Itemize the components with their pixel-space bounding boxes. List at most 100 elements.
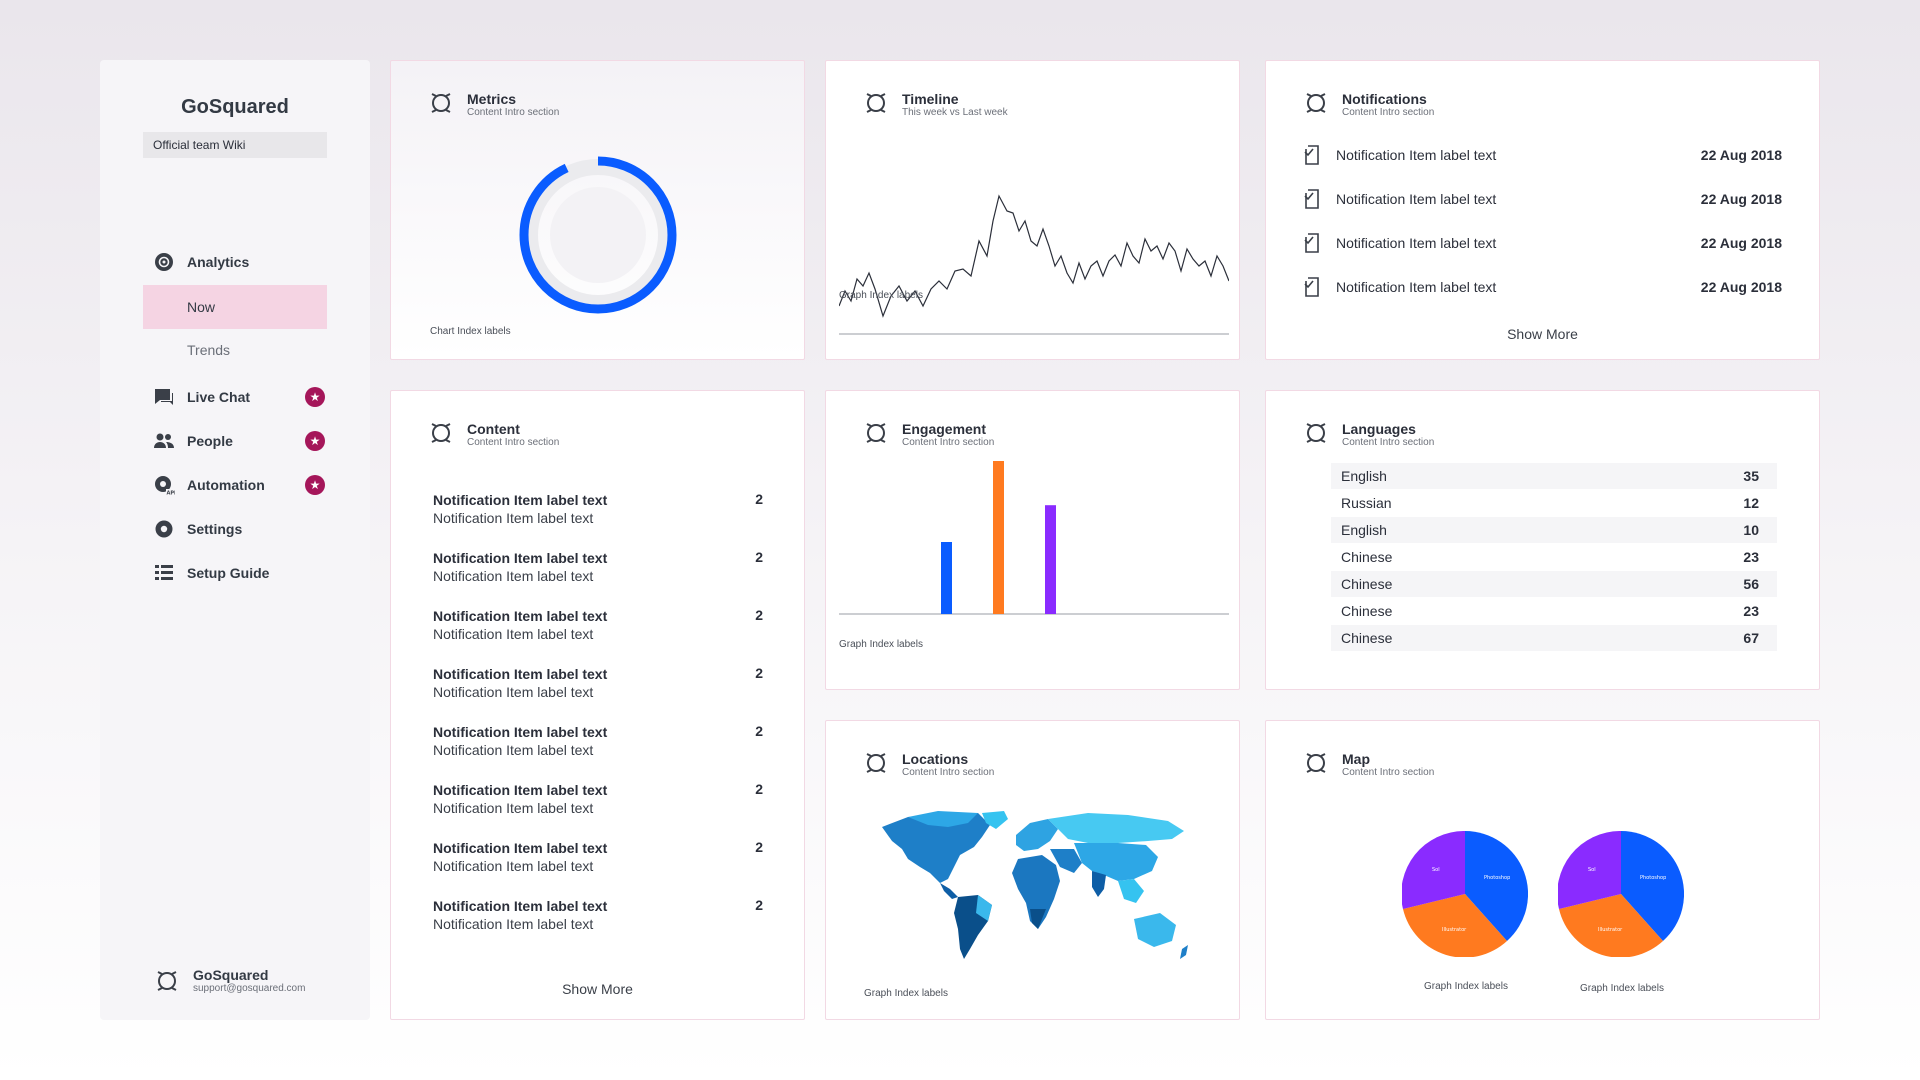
content-item-title: Notification Item label text — [433, 550, 608, 566]
card-subtitle: This week vs Last week — [902, 107, 1008, 118]
pie-slice-photoshop — [1465, 831, 1528, 941]
language-name: English — [1341, 522, 1387, 538]
notification-item[interactable]: Notification Item label text 22 Aug 2018 — [1302, 231, 1782, 255]
card-title: Content — [467, 421, 520, 437]
document-check-icon — [1304, 233, 1319, 253]
engagement-bar-3 — [1045, 505, 1056, 614]
content-item[interactable]: Notification Item label text Notification… — [433, 781, 763, 817]
content-item-count: 2 — [755, 665, 763, 681]
pie-label: Sol — [1432, 867, 1440, 873]
gosquared-logo-icon — [1306, 93, 1326, 113]
map-canada-north — [908, 811, 978, 827]
content-item-subtitle: Notification Item label text — [433, 916, 594, 932]
map-africa-south — [1030, 909, 1046, 929]
content-item[interactable]: Notification Item label text Notification… — [433, 491, 763, 527]
card-subtitle: Content Intro section — [467, 437, 560, 448]
sub-nav-now[interactable]: Now — [143, 285, 327, 329]
document-check-icon — [1304, 277, 1319, 297]
engagement-bar-2 — [993, 461, 1004, 614]
language-value: 67 — [1743, 630, 1759, 646]
content-item-title: Notification Item label text — [433, 840, 608, 856]
card-subtitle: Content Intro section — [902, 437, 995, 448]
nav-automation[interactable]: API Automation ★ — [143, 473, 327, 497]
card-subtitle: Content Intro section — [1342, 437, 1435, 448]
language-row[interactable]: Chinese 56 — [1331, 571, 1777, 597]
content-item-count: 2 — [755, 607, 763, 623]
nav-analytics[interactable]: Analytics — [143, 250, 327, 274]
map-australia — [1134, 913, 1176, 947]
content-item-count: 2 — [755, 491, 763, 507]
card-title: Timeline — [902, 91, 959, 107]
language-name: Chinese — [1341, 576, 1393, 592]
nav-people[interactable]: People ★ — [143, 429, 327, 453]
donut-center — [550, 187, 646, 283]
language-row[interactable]: Chinese 23 — [1331, 598, 1777, 624]
map-central-america — [940, 883, 958, 899]
language-row[interactable]: Chinese 67 — [1331, 625, 1777, 651]
card-title: Map — [1342, 751, 1370, 767]
pie-label: Photoshop — [1640, 875, 1666, 881]
pie-slice-illustrator — [1403, 894, 1507, 957]
nav-label: Setup Guide — [187, 565, 270, 581]
card-title: Engagement — [902, 421, 987, 437]
language-name: Chinese — [1341, 549, 1393, 565]
language-name: Chinese — [1341, 630, 1393, 646]
content-item[interactable]: Notification Item label text Notification… — [433, 723, 763, 759]
notification-item[interactable]: Notification Item label text 22 Aug 2018 — [1302, 187, 1782, 211]
footer-email[interactable]: support@gosquared.com — [193, 983, 306, 994]
notification-label: Notification Item label text — [1336, 235, 1497, 251]
sub-nav-trends[interactable]: Trends — [187, 342, 231, 358]
nav-label: Automation — [187, 477, 265, 493]
content-item[interactable]: Notification Item label text Notification… — [433, 897, 763, 933]
pie-label: Illustrator — [1442, 927, 1467, 933]
language-row[interactable]: Russian 12 — [1331, 490, 1777, 516]
language-row[interactable]: English 35 — [1331, 463, 1777, 489]
analytics-gear-icon — [153, 251, 175, 273]
map-middle-east — [1050, 849, 1082, 873]
document-check-icon — [1304, 189, 1319, 209]
content-item-count: 2 — [755, 897, 763, 913]
notification-date: 22 Aug 2018 — [1700, 235, 1782, 251]
nav-setup-guide[interactable]: Setup Guide — [143, 561, 327, 585]
notification-item[interactable]: Notification Item label text 22 Aug 2018 — [1302, 143, 1782, 167]
nav-label: People — [187, 433, 233, 449]
content-item-subtitle: Notification Item label text — [433, 510, 594, 526]
donut-arc — [519, 156, 677, 314]
content-item-title: Notification Item label text — [433, 492, 608, 508]
pie-chart-2: Photoshop Illustrator Sol — [1558, 831, 1684, 957]
content-item[interactable]: Notification Item label text Notification… — [433, 549, 763, 585]
nav-settings[interactable]: Settings — [143, 517, 327, 541]
pie-label: Sol — [1588, 867, 1596, 873]
notifications-card: Notifications Content Intro section Notif… — [1265, 60, 1820, 360]
notifications-show-more-button[interactable]: Show More — [1507, 326, 1578, 342]
pie-label: Illustrator — [1598, 927, 1623, 933]
wiki-link[interactable]: Official team Wiki — [143, 132, 327, 158]
content-item[interactable]: Notification Item label text Notification… — [433, 607, 763, 643]
content-show-more-button[interactable]: Show More — [562, 981, 633, 997]
graph-index-label: Graph Index labels — [839, 639, 923, 650]
map-russia — [1048, 813, 1184, 843]
map-south-america-east — [976, 895, 992, 921]
content-item[interactable]: Notification Item label text Notification… — [433, 839, 763, 875]
map-europe — [1016, 819, 1058, 851]
content-item-subtitle: Notification Item label text — [433, 800, 594, 816]
timeline-series — [839, 194, 1229, 318]
donut-track — [522, 159, 674, 311]
nav-label: Live Chat — [187, 389, 251, 405]
content-item[interactable]: Notification Item label text Notification… — [433, 665, 763, 701]
card-subtitle: Content Intro section — [467, 107, 560, 118]
nav-live-chat[interactable]: Live Chat ★ — [143, 385, 327, 409]
graph-index-label: Graph Index labels — [839, 290, 923, 301]
pie-label: Photoshop — [1484, 875, 1510, 881]
engagement-bar-1 — [941, 542, 952, 614]
graph-index-label: Graph Index labels — [1424, 981, 1508, 992]
engagement-bar-chart — [839, 461, 1229, 615]
language-row[interactable]: Chinese 23 — [1331, 544, 1777, 570]
notification-label: Notification Item label text — [1336, 147, 1497, 163]
gosquared-logo-icon — [1306, 423, 1326, 443]
graph-index-label: Graph Index labels — [864, 988, 948, 999]
map-africa — [1012, 855, 1060, 929]
notification-item[interactable]: Notification Item label text 22 Aug 2018 — [1302, 275, 1782, 299]
chat-icon — [153, 386, 175, 408]
language-row[interactable]: English 10 — [1331, 517, 1777, 543]
